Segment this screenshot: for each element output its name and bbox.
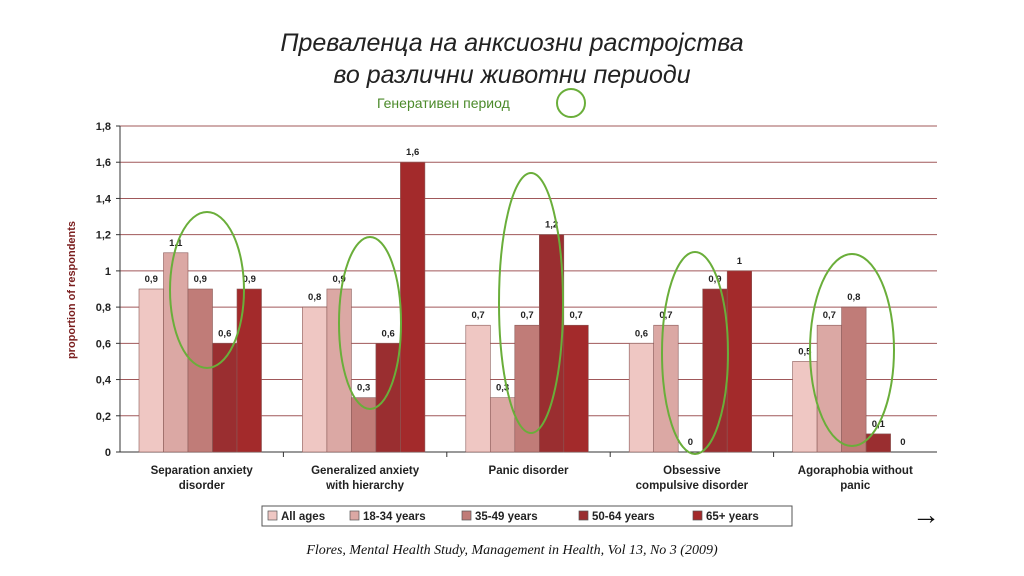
data-label: 0,6 (635, 328, 648, 339)
highlight-ellipse (169, 211, 245, 369)
category-label: Separation anxiety (151, 465, 254, 477)
bar (538, 234, 565, 453)
y-axis-label: proportion of respondents (66, 221, 78, 359)
data-label: 0,7 (471, 310, 484, 321)
data-label: 0,8 (308, 292, 321, 303)
legend-swatch (692, 510, 703, 521)
data-label: 0,7 (659, 310, 672, 321)
data-label: 0,5 (798, 346, 812, 357)
category-label: panic (840, 480, 871, 492)
slide-subtitle: Генеративен период (377, 95, 510, 111)
bar (212, 343, 238, 453)
category-label: Panic disorder (489, 465, 569, 477)
category-label: disorder (179, 480, 226, 492)
legend-swatch (461, 510, 472, 521)
legend-label: All ages (281, 511, 325, 523)
data-label: 0,7 (569, 310, 582, 321)
bar (841, 306, 867, 453)
y-tick-label: 0,2 (96, 411, 111, 423)
highlight-circle (556, 88, 586, 118)
bar (187, 288, 213, 453)
bar (302, 306, 328, 453)
bars (138, 161, 891, 453)
bar (702, 288, 728, 453)
category-label: Generalized anxiety (311, 465, 420, 477)
data-label: 0,9 (708, 274, 721, 285)
data-label: 0,3 (496, 383, 509, 394)
data-label: 0 (688, 437, 693, 448)
legend-label: 50-64 years (592, 511, 655, 523)
bar (792, 361, 818, 453)
category-label: Obsessive (663, 465, 721, 477)
legend-swatch (349, 510, 360, 521)
y-tick-label: 0,8 (96, 302, 111, 314)
data-label: 1,6 (406, 147, 419, 158)
highlight-ellipse (661, 251, 729, 455)
legend-label: 65+ years (706, 511, 759, 523)
bar (628, 343, 655, 453)
category-label: with hierarchy (325, 480, 405, 492)
y-tick-label: 1,6 (96, 157, 111, 169)
y-tick-label: 1 (105, 266, 111, 278)
data-label: 0,9 (243, 274, 256, 285)
data-label: 1,2 (545, 220, 558, 231)
bar (400, 161, 426, 453)
slide-title-line-2: во различни животни периоди (333, 61, 691, 89)
y-tick-label: 0 (105, 447, 111, 459)
legend-swatch (267, 510, 278, 521)
data-label: 0,9 (333, 274, 346, 285)
legend: All ages 18-34 years 35-49 years 50-64 year… (261, 505, 793, 527)
bar (726, 270, 753, 453)
data-label: 1 (737, 256, 743, 267)
y-tick-label: 1,4 (96, 193, 112, 205)
legend-box (261, 505, 793, 527)
data-label: 0,9 (145, 274, 158, 285)
next-arrow-icon[interactable]: → (912, 499, 940, 530)
bar (351, 397, 377, 453)
data-label: 0,6 (218, 328, 231, 339)
data-label: 0 (900, 437, 905, 448)
y-tick-label: 0,6 (96, 338, 111, 350)
data-label: 0,3 (357, 383, 370, 394)
highlight-ellipse (809, 253, 895, 447)
bar (563, 324, 589, 453)
highlight-ellipse (338, 236, 402, 410)
y-tick-label: 1,2 (96, 230, 111, 242)
data-label: 0,9 (194, 274, 207, 285)
data-label: 0,7 (823, 310, 836, 321)
bar (465, 324, 491, 453)
legend-label: 35-49 years (475, 511, 538, 523)
category-label: Agoraphobia without (798, 465, 913, 477)
data-label: 0,8 (847, 292, 860, 303)
slide-title-line-1: Преваленца на анксиозни растројства (280, 29, 744, 57)
bar (865, 433, 891, 453)
data-label: 0,7 (520, 310, 533, 321)
y-tick-label: 1,8 (96, 121, 111, 133)
y-tick-label: 0,4 (96, 375, 112, 387)
bar (138, 288, 164, 453)
source-citation: Flores, Mental Health Study, Management … (306, 543, 718, 558)
data-label: 0,6 (382, 328, 395, 339)
bar (375, 343, 401, 453)
highlight-ellipse (498, 172, 564, 434)
category-labels: Separation anxiety disorder Generalized an… (151, 465, 913, 492)
bar-chart: 0 0,2 0,4 0,6 0,8 1 1,2 1,4 1,6 1,8 0,9 1,1 0,9 0,6 0… (66, 88, 937, 527)
legend-label: 18-34 years (363, 511, 426, 523)
annotation-ellipses (169, 88, 895, 455)
category-label: compulsive disorder (636, 480, 749, 492)
bar (816, 324, 842, 453)
legend-swatch (578, 510, 589, 521)
data-label: 1,1 (169, 238, 183, 249)
bar (236, 288, 262, 453)
